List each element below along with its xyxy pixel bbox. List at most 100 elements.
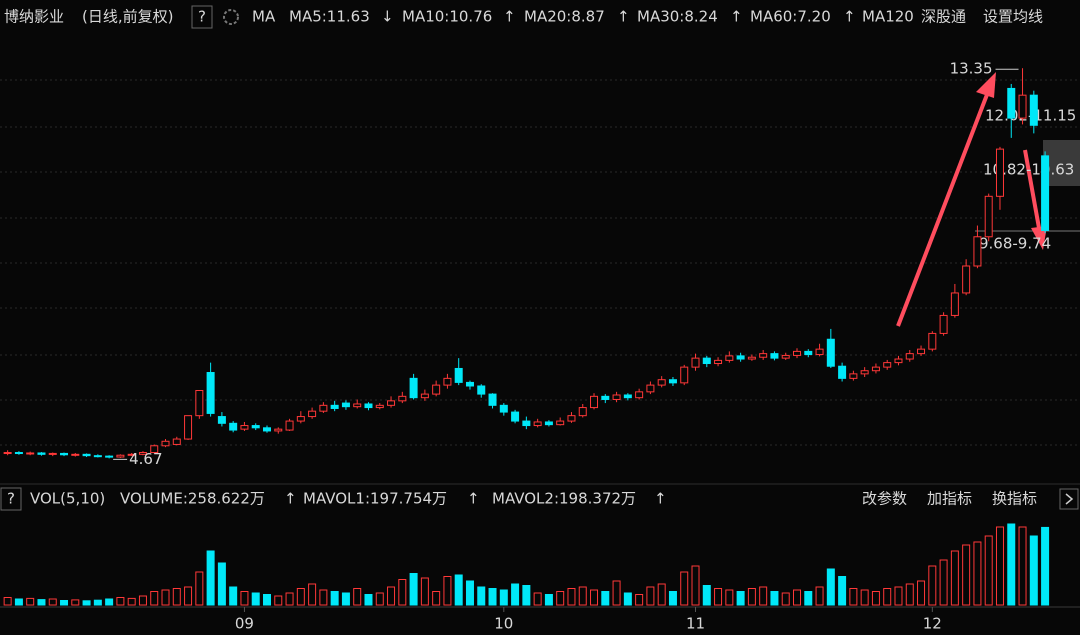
volume-bar	[477, 586, 486, 606]
volume-bar	[432, 591, 441, 606]
chart-mode: (日线,前复权)	[82, 8, 173, 26]
candle-body	[443, 377, 452, 386]
candle-body	[691, 357, 700, 368]
volume-bar	[454, 574, 463, 606]
volume-bar	[150, 591, 159, 606]
candle-body	[759, 353, 768, 358]
volume-bar	[443, 576, 452, 606]
stock-name: 博纳影业	[4, 8, 64, 26]
candle-body	[251, 425, 260, 429]
candle-body	[702, 357, 711, 365]
volume-bar	[747, 588, 756, 606]
candle-body	[364, 403, 373, 409]
candle-body	[939, 314, 948, 334]
candle-body	[387, 400, 396, 406]
settings-icon[interactable]	[223, 9, 239, 25]
candle-body	[838, 365, 847, 379]
candle-body	[826, 338, 835, 367]
candle-body	[747, 356, 756, 360]
candle-body	[330, 404, 339, 409]
indicator-arrow: ↑	[467, 490, 480, 508]
candle-body	[601, 395, 610, 400]
candle-body	[161, 440, 170, 447]
ma-arrow: ↓	[381, 8, 394, 26]
candle-body	[454, 367, 463, 383]
volume-bar	[1018, 526, 1027, 606]
volume-indicator: VOLUME:258.622万	[120, 490, 265, 508]
volume-bar	[364, 594, 373, 606]
indicator-button[interactable]: 加指标	[927, 490, 972, 508]
volume-bar	[928, 565, 937, 606]
help-button[interactable]: ?	[7, 490, 15, 508]
candle-body	[217, 416, 226, 424]
candle-body	[995, 148, 1004, 197]
trend-arrows	[896, 72, 1047, 327]
volume-bar	[590, 589, 599, 606]
candle-body	[1029, 94, 1038, 126]
ma-arrow: ↑	[617, 8, 630, 26]
volume-bar	[623, 592, 632, 606]
ma-value: MA120	[862, 8, 914, 26]
volume-bar	[217, 562, 226, 606]
help-box[interactable]	[0, 487, 22, 511]
volume-bar	[161, 589, 170, 606]
volume-bar	[533, 592, 542, 606]
candle-body	[274, 428, 283, 432]
candle-body	[195, 389, 204, 417]
volume-bar	[680, 571, 689, 606]
volume-bar	[578, 586, 587, 606]
volume-indicator: MAVOL2:198.372万	[492, 490, 636, 508]
candle-body	[871, 366, 880, 372]
volume-bar	[71, 599, 80, 606]
help-button[interactable]: ?	[198, 8, 206, 26]
candle-body	[138, 452, 147, 455]
volume-bar	[1041, 526, 1050, 606]
connect-label: 深股通	[921, 8, 966, 26]
candle-body	[984, 195, 993, 238]
expand-icon[interactable]	[1065, 493, 1074, 505]
help-box[interactable]	[191, 5, 213, 29]
volume-bar	[172, 588, 181, 606]
x-tick-label: 10	[494, 615, 513, 633]
volume-bar	[702, 585, 711, 606]
volume-bar	[37, 599, 46, 606]
indicator-button[interactable]: 改参数	[862, 490, 907, 508]
volume-title: VOL(5,10)	[30, 490, 105, 508]
volume-bar	[646, 586, 655, 606]
expand-box[interactable]	[1059, 488, 1079, 510]
volume-bar	[375, 592, 384, 606]
candle-body	[1041, 155, 1050, 231]
volume-bar	[995, 526, 1004, 606]
volume-bar	[826, 568, 835, 606]
volume-bar	[984, 535, 993, 606]
candle-body	[93, 455, 102, 458]
volume-bar	[781, 592, 790, 606]
candle-body	[37, 452, 46, 455]
candle-body	[206, 372, 215, 414]
volume-bar	[488, 588, 497, 606]
candle-body	[770, 353, 779, 359]
candle-body	[578, 407, 587, 417]
candle-body	[950, 292, 959, 316]
volume-bar	[511, 583, 520, 606]
ma-settings[interactable]: 设置均线	[983, 8, 1043, 26]
volume-bar	[973, 541, 982, 606]
max-price-label: 13.35	[950, 60, 993, 78]
candle-body	[962, 265, 971, 294]
volume-bar	[691, 565, 700, 606]
volume-bar	[330, 591, 339, 606]
volume-bar	[274, 595, 283, 606]
ma-value: MA60:7.20	[750, 8, 831, 26]
volume-bar	[871, 591, 880, 606]
volume-bar	[206, 550, 215, 606]
volume-bar	[48, 598, 57, 606]
volume-bar	[60, 600, 69, 606]
ma-arrow: ↑	[730, 8, 743, 26]
volume-bar	[883, 588, 892, 606]
volume-indicator: MAVOL1:197.754万	[303, 490, 447, 508]
indicator-button[interactable]: 换指标	[992, 490, 1037, 508]
candle-body	[488, 393, 497, 406]
candle-body	[793, 350, 801, 356]
volume-bar	[725, 589, 734, 606]
